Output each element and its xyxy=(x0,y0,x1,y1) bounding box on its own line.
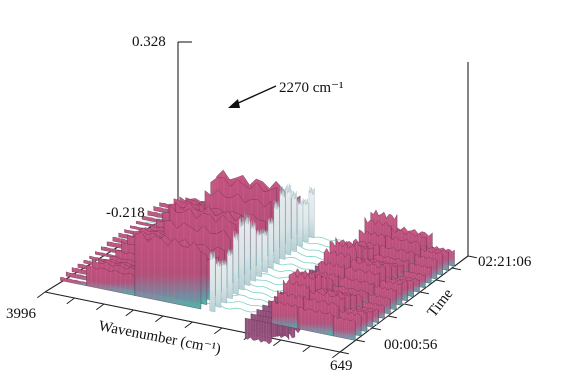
axis-ticks xyxy=(37,255,477,359)
y-axis-tick xyxy=(467,255,477,259)
y-axis-tick xyxy=(435,279,445,283)
annotation-arrow-line xyxy=(235,85,277,105)
band-group xyxy=(209,183,315,313)
x-axis-tick xyxy=(37,291,46,299)
y-axis-tick xyxy=(387,315,397,319)
y-axis-tick xyxy=(339,351,349,355)
x-axis-tick xyxy=(332,351,341,359)
y-tick-label-bottom: 00:00:56 xyxy=(384,337,438,353)
x-axis-tick xyxy=(184,321,193,329)
y-axis-tick xyxy=(451,267,461,271)
spectrum-surface xyxy=(60,169,456,345)
x-axis-tick xyxy=(214,327,223,335)
y-axis-tick xyxy=(403,303,413,307)
y-axis-label: Time xyxy=(425,286,457,321)
x-axis-tick xyxy=(302,345,311,353)
annotation-group: 2270 cm⁻¹ xyxy=(228,80,344,108)
z-tick-label-top: 0.328 xyxy=(132,34,166,50)
x-axis-tick xyxy=(66,297,75,305)
x-tick-label-start: 3996 xyxy=(6,306,37,322)
y-axis-tick xyxy=(371,327,381,331)
x-axis-tick xyxy=(155,315,164,323)
x-axis-tick xyxy=(125,309,134,317)
z-tick-label-bottom: -0.218 xyxy=(106,205,145,221)
y-tick-label-top: 02:21:06 xyxy=(478,254,532,270)
y-axis-tick xyxy=(419,291,429,295)
x-tick-label-end: 649 xyxy=(330,358,353,374)
x-axis-tick xyxy=(273,339,282,347)
annotation-arrowhead xyxy=(228,99,240,108)
band-group xyxy=(333,245,455,341)
annotation-label: 2270 cm⁻¹ xyxy=(279,80,344,96)
y-axis-tick xyxy=(355,339,365,343)
x-axis-tick xyxy=(96,303,105,311)
